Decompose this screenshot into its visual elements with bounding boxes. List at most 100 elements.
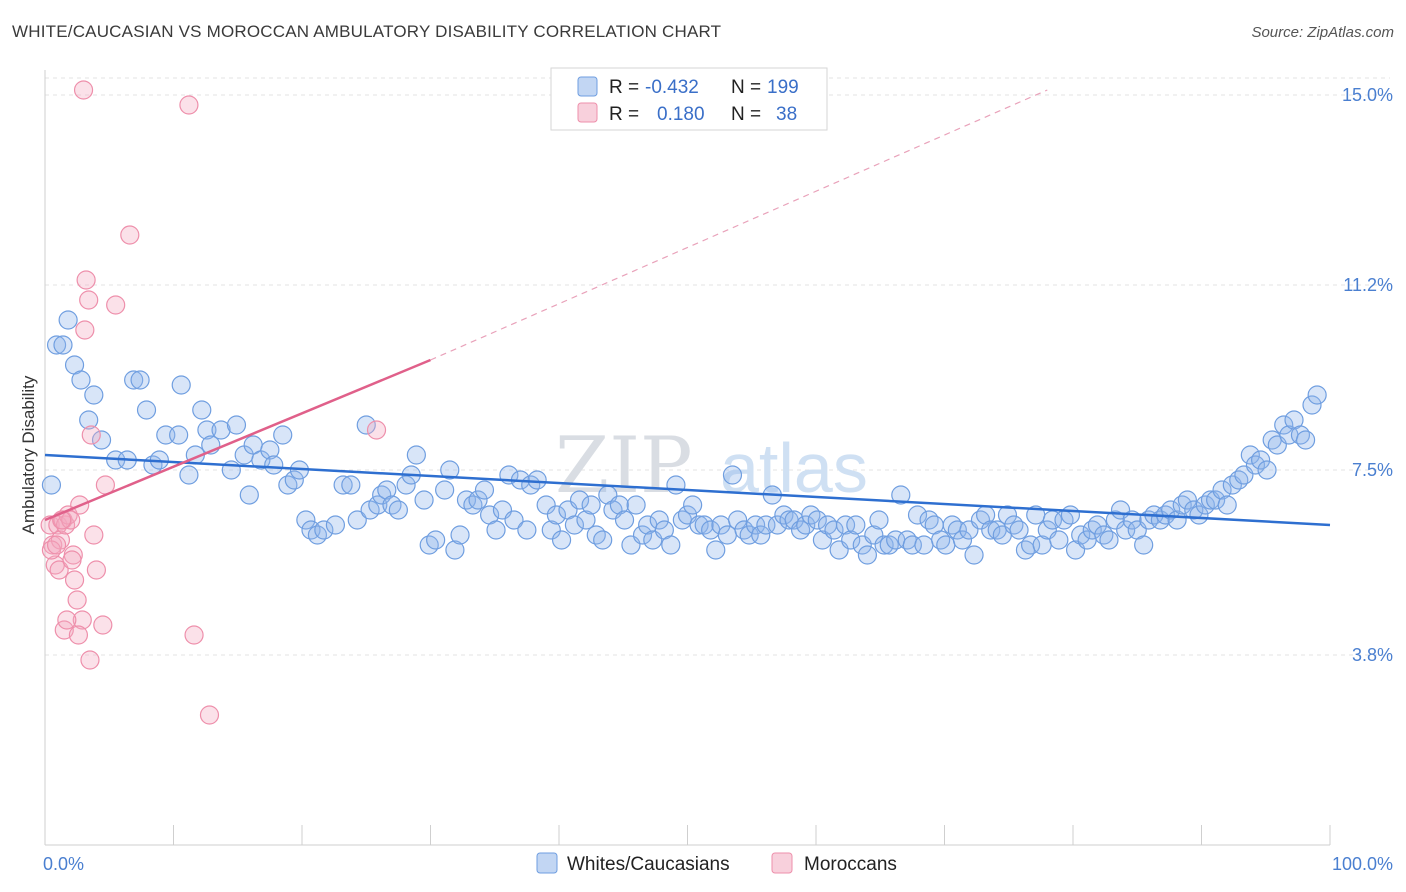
white-data-point <box>226 415 247 435</box>
grid-lines <box>45 77 1390 656</box>
white-data-point <box>1116 520 1136 540</box>
white-data-point <box>666 475 686 495</box>
white-data-point <box>981 520 1001 540</box>
moroccan-data-point <box>86 560 107 580</box>
white-data-point <box>609 495 629 515</box>
x-tick-label-start: 0.0% <box>43 854 84 874</box>
white-data-point <box>902 535 922 555</box>
moroccan-data-point <box>93 615 113 635</box>
white-data-point <box>46 335 67 355</box>
white-data-point <box>1217 495 1237 515</box>
moroccan-data-point <box>81 425 101 445</box>
white-data-point <box>314 520 334 540</box>
white-data-point <box>1105 510 1126 530</box>
white-data-point <box>728 510 748 530</box>
white-data-point <box>835 515 856 535</box>
white-data-point <box>614 510 635 530</box>
moroccan-data-point <box>64 570 85 590</box>
white-data-point <box>341 475 361 495</box>
white-data-point <box>891 485 911 505</box>
white-data-point <box>239 485 259 505</box>
white-data-point <box>1274 415 1294 435</box>
white-data-point <box>661 535 681 555</box>
legend-swatch-whites <box>577 76 598 97</box>
moroccan-data-point <box>80 650 100 670</box>
legend-swatch-moroccans <box>577 102 598 123</box>
bottom-legend: Whites/Caucasians Moroccans <box>536 852 897 875</box>
white-data-point <box>527 470 547 490</box>
y-tick-label: 15.0% <box>1342 85 1393 105</box>
white-data-point <box>124 370 144 390</box>
white-data-point <box>947 520 967 540</box>
white-data-point <box>486 520 506 540</box>
white-data-point <box>689 515 709 535</box>
white-data-point <box>997 505 1018 525</box>
moroccan-data-point <box>75 320 95 340</box>
white-data-point <box>626 495 646 515</box>
white-data-point <box>517 520 537 540</box>
white-data-point <box>964 545 984 565</box>
white-data-point <box>474 480 495 500</box>
moroccan-data-point <box>199 705 220 725</box>
white-data-point <box>296 510 316 530</box>
white-data-point <box>632 525 653 545</box>
white-data-point <box>541 520 561 540</box>
y-tick-label: 7.5% <box>1352 460 1393 480</box>
moroccan-data-point <box>73 80 94 100</box>
legend-r-label-moroccans: R = <box>609 104 639 125</box>
white-data-point <box>1161 500 1181 520</box>
white-data-point <box>869 510 889 530</box>
white-data-point <box>278 475 298 495</box>
white-data-point <box>435 480 455 500</box>
legend-r-value-whites: -0.432 <box>645 77 699 98</box>
white-data-point <box>388 500 408 520</box>
white-data-point <box>1206 490 1226 510</box>
source-label: Source: ZipAtlas.com <box>1251 24 1394 41</box>
white-data-point <box>936 535 956 555</box>
white-data-point <box>722 465 743 485</box>
white-data-point <box>569 490 590 510</box>
chart-title: WHITE/CAUCASIAN VS MOROCCAN AMBULATORY D… <box>12 22 722 41</box>
white-data-point <box>536 495 556 515</box>
bottom-legend-swatch-moroccans <box>771 852 793 874</box>
watermark-zip: ZIP <box>555 421 693 511</box>
white-data-point <box>593 530 613 550</box>
moroccan-data-point <box>84 525 104 545</box>
bottom-legend-label-moroccans: Moroccans <box>804 854 897 875</box>
white-data-point <box>857 545 878 565</box>
white-data-point <box>1099 530 1119 550</box>
legend-n-label-moroccans: N = <box>731 104 761 125</box>
white-data-point <box>450 525 470 545</box>
white-data-point <box>796 515 816 535</box>
moroccan-data-point <box>57 610 77 630</box>
series-whites-points <box>41 310 1327 565</box>
white-data-point <box>824 520 844 540</box>
white-data-point <box>91 430 112 450</box>
axes <box>44 70 1331 846</box>
white-data-point <box>1189 505 1209 525</box>
white-data-point <box>1212 480 1232 500</box>
white-data-point <box>751 525 771 545</box>
legend-r-value-moroccans: 0.180 <box>657 104 705 125</box>
white-data-point <box>284 470 304 490</box>
white-data-point <box>382 495 402 515</box>
white-data-point <box>914 535 934 555</box>
x-tick-labels: 0.0% 100.0% <box>43 854 1393 874</box>
white-data-point <box>581 495 601 515</box>
white-data-point <box>445 540 465 560</box>
white-data-point <box>260 440 280 460</box>
white-data-point <box>1177 490 1197 510</box>
white-data-point <box>1302 395 1322 415</box>
white-data-point <box>546 505 567 525</box>
white-data-point <box>79 410 99 430</box>
white-data-point <box>377 480 397 500</box>
white-data-point <box>419 535 439 555</box>
white-data-point <box>1251 450 1271 470</box>
trend-lines <box>44 89 1331 527</box>
legend-n-value-whites: 199 <box>767 77 799 98</box>
white-data-point <box>694 515 714 535</box>
white-data-point <box>1307 385 1327 405</box>
white-data-point <box>551 530 572 550</box>
moroccan-data-point <box>179 95 199 115</box>
white-data-point <box>347 510 367 530</box>
